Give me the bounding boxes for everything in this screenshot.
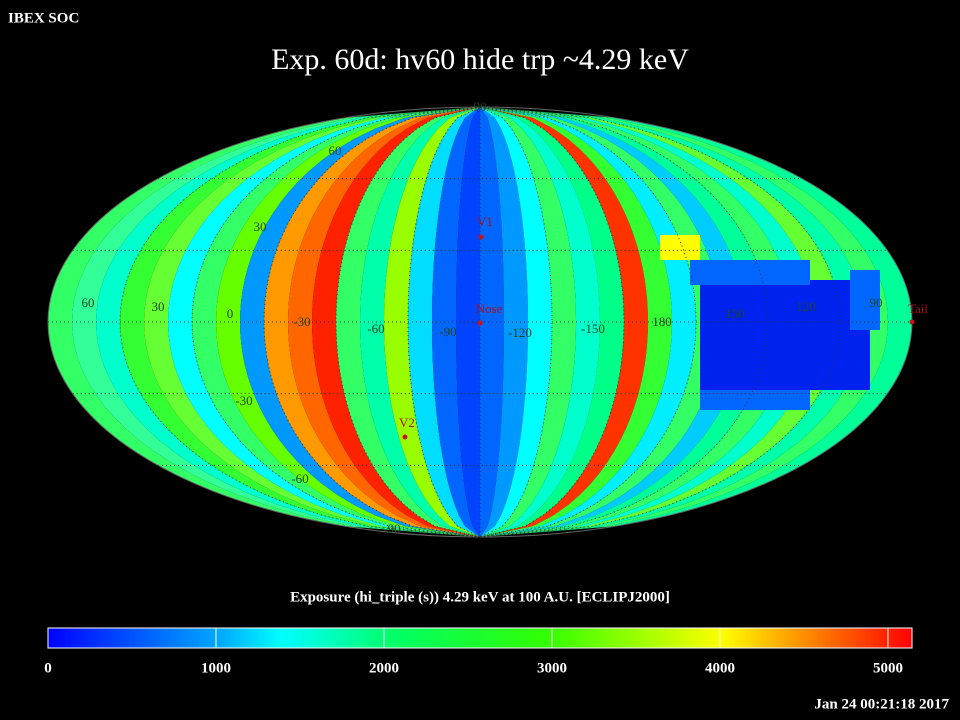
sky-map bbox=[48, 107, 912, 537]
map-stripe bbox=[360, 107, 480, 537]
map-stripe bbox=[312, 107, 480, 537]
map-region bbox=[850, 270, 880, 330]
colorbar-tick-label: 0 bbox=[44, 660, 52, 676]
marker-label: V1 bbox=[477, 214, 493, 229]
colorbar-tick-label: 4000 bbox=[705, 660, 735, 676]
map-stripe bbox=[480, 107, 624, 537]
longitude-label: 150 bbox=[725, 306, 745, 321]
map-region bbox=[700, 280, 870, 390]
marker-label: V2 bbox=[399, 415, 415, 430]
longitude-label: 0 bbox=[227, 306, 234, 321]
latitude-label: 60 bbox=[329, 143, 342, 158]
colorbar-tick-label: 2000 bbox=[369, 660, 399, 676]
longitude-label: 30 bbox=[152, 299, 165, 314]
map-stripe bbox=[480, 107, 600, 537]
grid-labels: 90 60 30 -30 -60 -90 60 30 0 -30 -60 -90 -120 -150 180… bbox=[82, 99, 929, 536]
plot-title: Exp. 60d: hv60 hide trp ~4.29 keV bbox=[271, 43, 689, 76]
longitude-label: 180 bbox=[652, 314, 672, 329]
map-stripe bbox=[480, 107, 648, 537]
map-stripe bbox=[384, 107, 480, 537]
longitude-label: -90 bbox=[439, 324, 456, 339]
meridian bbox=[335, 106, 481, 538]
colorbar-tick-label: 1000 bbox=[201, 660, 231, 676]
longitude-label: -60 bbox=[367, 321, 384, 336]
map-region bbox=[660, 235, 700, 260]
longitude-label: 90 bbox=[870, 295, 883, 310]
marker-dot bbox=[478, 234, 484, 240]
map-region bbox=[690, 260, 810, 285]
longitude-label: -120 bbox=[508, 325, 532, 340]
app-title: IBEX SOC bbox=[8, 10, 79, 26]
colorbar bbox=[47, 627, 913, 649]
latitude-label: -90 bbox=[383, 521, 400, 536]
longitude-label: -30 bbox=[293, 314, 310, 329]
timestamp: Jan 24 00:21:18 2017 bbox=[814, 696, 949, 712]
latitude-label: -60 bbox=[291, 471, 308, 486]
marker-label: Nose bbox=[476, 301, 503, 316]
map-stripe bbox=[480, 107, 552, 537]
map-stripe bbox=[336, 107, 480, 537]
latitude-label: -30 bbox=[235, 393, 252, 408]
marker-dot bbox=[909, 319, 915, 325]
longitude-label: 60 bbox=[82, 295, 95, 310]
colorbar-tick-label: 3000 bbox=[537, 660, 567, 676]
colorbar-ticks: 0 1000 2000 3000 4000 5000 bbox=[44, 628, 903, 676]
map-stripe bbox=[408, 107, 480, 537]
longitude-label: 120 bbox=[796, 299, 816, 314]
colorbar-tick-label: 5000 bbox=[873, 660, 903, 676]
latitude-label: 30 bbox=[254, 219, 267, 234]
meridian bbox=[191, 106, 481, 538]
longitude-label: -150 bbox=[581, 321, 605, 336]
marker-dot bbox=[477, 320, 483, 326]
map-stripe bbox=[480, 107, 576, 537]
latitude-label: 90 bbox=[474, 99, 487, 114]
marker-dot bbox=[402, 434, 408, 440]
map-region bbox=[700, 390, 810, 410]
marker-label: Tail bbox=[908, 301, 928, 316]
meridian bbox=[479, 106, 625, 538]
meridian bbox=[479, 106, 769, 538]
colorbar-title: Exposure (hi_triple (s)) 4.29 keV at 100… bbox=[290, 589, 670, 605]
